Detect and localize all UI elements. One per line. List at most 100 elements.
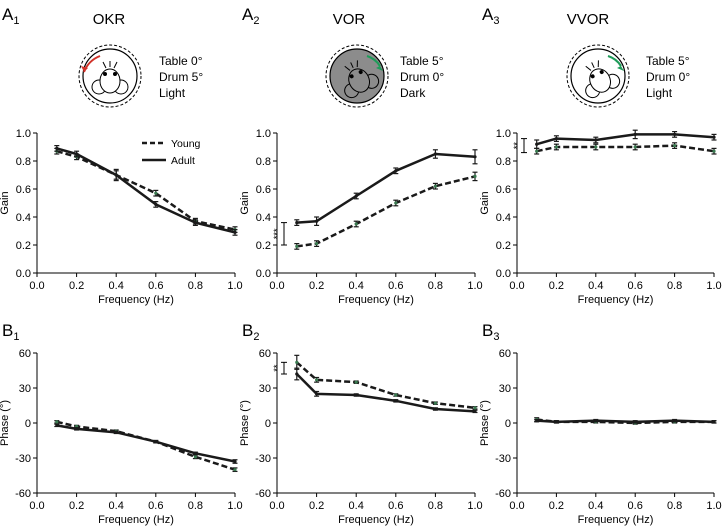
B2-x-tick-label: 0.0 xyxy=(269,500,284,512)
B3-x-tick-label: 0.2 xyxy=(549,500,564,512)
B2-y-tick-label: 30 xyxy=(259,383,271,395)
B2-adult-point xyxy=(473,409,477,413)
A2-adult-point xyxy=(295,221,299,225)
B2-y-tick-label: 0 xyxy=(265,418,271,430)
A1-x-tick-label: 0.6 xyxy=(148,280,163,292)
A3-y-tick-label: 1.0 xyxy=(496,128,511,140)
vor-arrow-icon xyxy=(366,54,381,67)
vvor-condition-table: Table 5° xyxy=(646,54,690,68)
B1-adult-point xyxy=(114,430,118,434)
A3-adult-point xyxy=(535,142,539,146)
A3-significance-label: ** xyxy=(512,142,522,150)
A3-y-tick-label: 0.8 xyxy=(496,156,511,168)
panel-label-B3: B3 xyxy=(482,321,499,343)
B2-adult-point xyxy=(354,393,358,397)
okr-drum-icon xyxy=(78,44,142,108)
B2-young-point xyxy=(295,360,299,364)
legend-young-label: Young xyxy=(171,138,201,150)
B3-y-axis-label: Phase (°) xyxy=(479,400,491,446)
B1-adult-point xyxy=(55,423,59,427)
header-A1: A1 OKR Table 0° Drum 5° Light xyxy=(2,5,203,108)
B3-x-tick-label: 0.6 xyxy=(628,500,643,512)
legend-adult-label: Adult xyxy=(171,155,195,167)
A2-y-tick-label: 0.6 xyxy=(256,184,271,196)
vvor-condition-drum: Drum 0° xyxy=(646,70,690,84)
panel-title-VVOR: VVOR xyxy=(567,11,610,28)
A2-adult-point xyxy=(473,155,477,159)
vor-condition-drum: Drum 0° xyxy=(400,70,444,84)
A3-young-point xyxy=(594,145,598,149)
B3-adult-point xyxy=(673,419,677,423)
B2-x-tick-label: 0.8 xyxy=(428,500,443,512)
A2-young-point xyxy=(315,242,319,246)
A1-x-tick-label: 1.0 xyxy=(227,280,242,292)
header-A3: A3 VVOR Table 5° Drum 0° Light xyxy=(482,5,690,108)
chart-A1-okr-gain: 0.0 0.2 0.4 0.6 0.8 1.0 0.0 0.2 0.4 0.6 0.8 1.0 Freq… xyxy=(0,128,243,306)
B2-adult-point xyxy=(315,392,319,396)
vvor-arrow-icon xyxy=(607,54,622,67)
legend: Young Adult xyxy=(142,138,201,167)
B1-adult-point xyxy=(193,451,197,455)
B2-y-tick-label: -60 xyxy=(255,488,271,500)
A2-significance-label: *** xyxy=(272,228,282,239)
A1-y-tick-label: 0.4 xyxy=(16,212,31,224)
A2-y-tick-label: 1.0 xyxy=(256,128,271,140)
B3-y-tick-label: -30 xyxy=(495,453,511,465)
A1-adult-point xyxy=(75,152,79,156)
A2-x-tick-label: 0.2 xyxy=(309,280,324,292)
A1-adult-point xyxy=(154,202,158,206)
B2-x-axis-label: Frequency (Hz) xyxy=(338,514,414,526)
A2-x-tick-label: 1.0 xyxy=(467,280,482,292)
A1-y-tick-label: 0.0 xyxy=(16,268,31,280)
vvor-drum-icon xyxy=(566,44,630,108)
A2-adult-point xyxy=(315,219,319,223)
B2-adult-point xyxy=(394,399,398,403)
chart-B2-vor-phase: 0.0 0.2 0.4 0.6 0.8 1.0 -60 -30 0 30 60 Frequency (… xyxy=(239,348,483,526)
A2-x-axis-label: Frequency (Hz) xyxy=(338,294,414,306)
B2-x-tick-label: 0.4 xyxy=(349,500,364,512)
A1-x-tick-label: 0.2 xyxy=(69,280,84,292)
okr-condition-drum: Drum 5° xyxy=(159,70,203,84)
A1-x-tick-label: 0.8 xyxy=(188,280,203,292)
A1-y-tick-label: 0.6 xyxy=(16,184,31,196)
A3-young-point xyxy=(633,145,637,149)
A2-y-tick-label: 0.8 xyxy=(256,156,271,168)
B2-young-point xyxy=(433,401,437,405)
panel-label-A3: A3 xyxy=(482,5,499,27)
A1-y-axis-label: Gain xyxy=(0,191,11,214)
A3-young-point xyxy=(673,144,677,148)
A3-x-tick-label: 1.0 xyxy=(706,280,721,292)
B1-young-point xyxy=(193,455,197,459)
B1-y-tick-label: 60 xyxy=(19,348,31,360)
B2-young-line xyxy=(295,361,476,410)
A2-adult-point xyxy=(433,152,437,156)
A1-adult-point xyxy=(114,173,118,177)
A2-x-tick-label: 0.0 xyxy=(269,280,284,292)
B3-y-tick-label: 30 xyxy=(499,383,511,395)
A3-young-point xyxy=(554,145,559,149)
A3-x-tick-label: 0.4 xyxy=(588,280,603,292)
okr-condition-light: Light xyxy=(159,86,186,100)
B3-x-tick-label: 0.4 xyxy=(588,500,603,512)
header-A2: A2 VOR Table 5° Drum 0° Dark xyxy=(242,5,444,108)
A2-adult-point xyxy=(354,194,358,198)
A1-x-tick-label: 0.4 xyxy=(109,280,124,292)
A3-young-point xyxy=(535,149,539,153)
A1-adult-line xyxy=(56,147,236,234)
B3-adult-line xyxy=(536,419,715,424)
A2-young-point xyxy=(295,244,299,248)
B2-x-tick-label: 0.6 xyxy=(388,500,403,512)
B3-adult-point xyxy=(535,419,539,423)
B1-x-tick-label: 0.4 xyxy=(109,500,124,512)
A3-y-tick-label: 0.4 xyxy=(496,212,511,224)
A3-y-tick-label: 0.2 xyxy=(496,240,511,252)
B1-x-tick-label: 1.0 xyxy=(227,500,242,512)
A1-y-tick-label: 1.0 xyxy=(16,128,31,140)
B2-x-tick-label: 0.2 xyxy=(309,500,324,512)
chart-A2-vor-gain: 0.0 0.2 0.4 0.6 0.8 1.0 0.0 0.2 0.4 0.6 0.8 1.0 Freq… xyxy=(239,128,483,306)
A3-adult-point xyxy=(594,138,598,142)
B2-young-point xyxy=(354,380,358,384)
A2-young-point xyxy=(433,184,437,188)
A1-y-tick-label: 0.2 xyxy=(16,240,31,252)
B2-significance-label: ** xyxy=(272,364,282,372)
